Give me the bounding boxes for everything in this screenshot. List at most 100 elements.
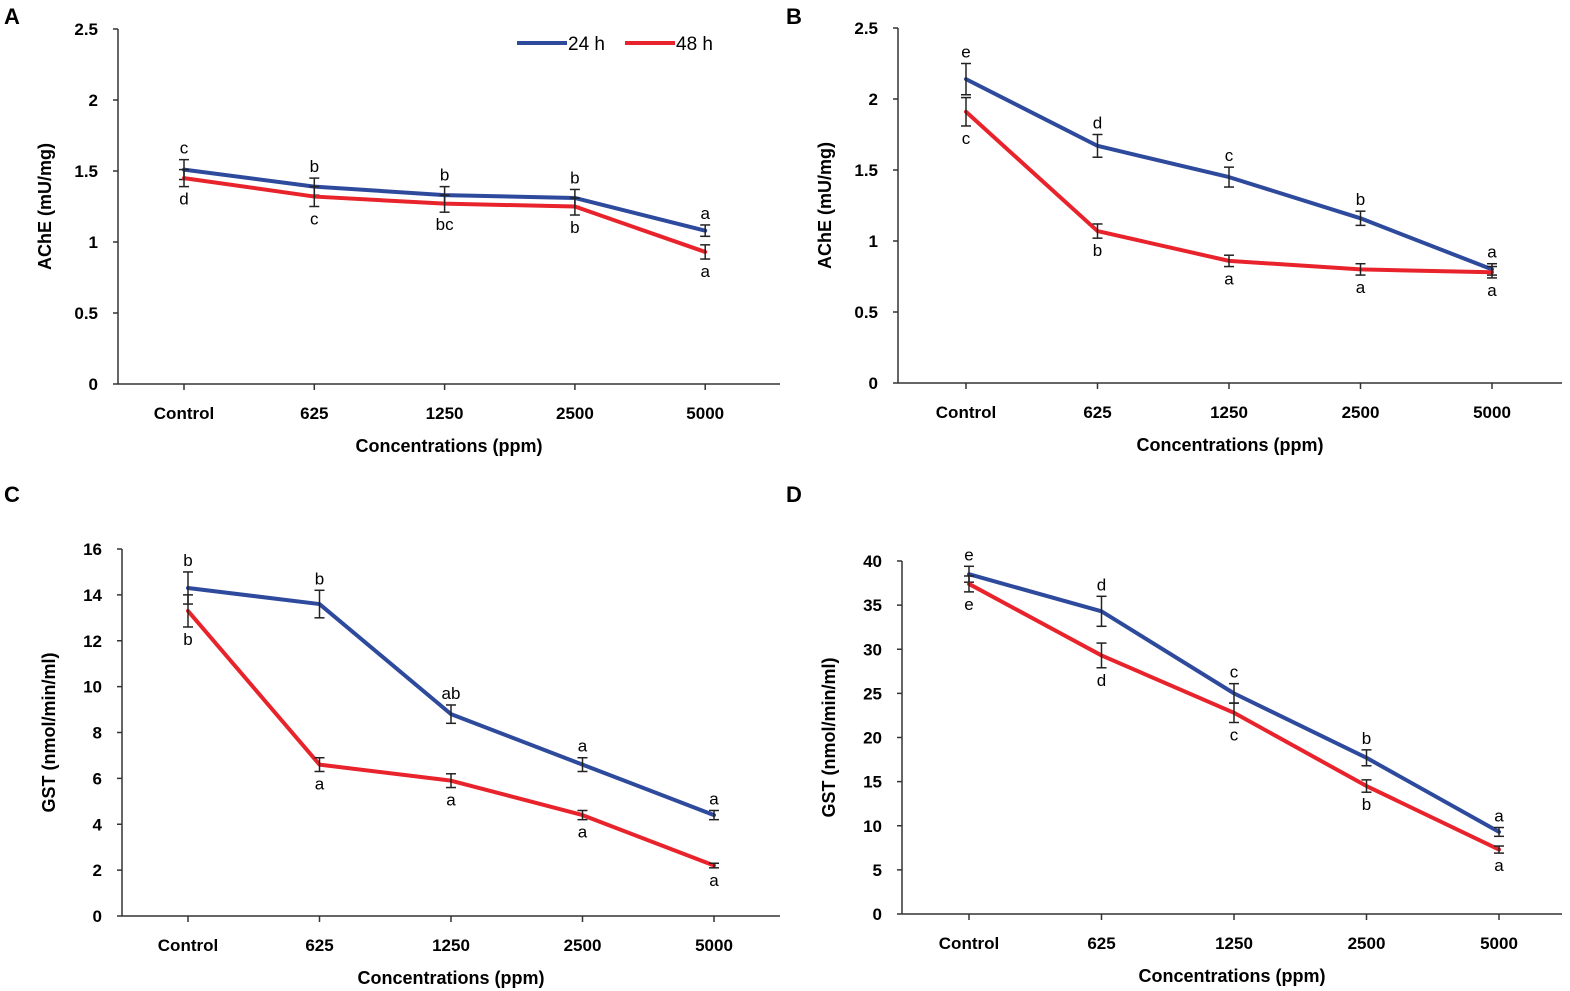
- significance-label: a: [709, 871, 719, 890]
- error-bar: [964, 575, 974, 593]
- chart-panel-d: D 0 5 10 15 20 25 30 35 40 Control 625 1250 2500 5000 C…: [786, 482, 1562, 986]
- x-tick-label: 625: [300, 404, 328, 423]
- y-tick-label: 0: [89, 375, 98, 394]
- panel-label: D: [786, 482, 802, 507]
- error-bar: [700, 244, 711, 260]
- x-tick-label: Control: [154, 404, 214, 423]
- x-axis-title: Concentrations (ppm): [1139, 966, 1326, 986]
- significance-label: c: [1225, 146, 1234, 165]
- significance-label: b: [310, 157, 319, 176]
- error-bar: [1092, 133, 1103, 158]
- error-bar: [700, 224, 711, 238]
- significance-label: c: [180, 139, 189, 158]
- y-tick-label: 0: [93, 907, 102, 926]
- significance-label: a: [578, 823, 588, 842]
- significance-label: d: [1097, 575, 1106, 594]
- error-bar: [961, 96, 971, 127]
- error-bar: [439, 194, 450, 213]
- y-axis-title: GST (nmol/min/ml): [819, 657, 839, 817]
- legend-label: 24 h: [568, 34, 605, 55]
- error-bar: [1229, 702, 1239, 724]
- x-tick-label: 625: [1083, 403, 1111, 422]
- y-axis-title: AChE (mU/mg): [35, 143, 55, 270]
- y-tick-label: 20: [863, 729, 882, 748]
- x-tick-label: 5000: [695, 936, 733, 955]
- chart-panel-b: B 0 0.5 1 1.5 2 2.5 Control 625 1250 2500 5000 Conce…: [786, 4, 1562, 455]
- significance-label: b: [183, 551, 192, 570]
- error-bar: [446, 704, 456, 725]
- x-tick-label: 5000: [1473, 403, 1511, 422]
- x-tick-label: 1250: [432, 936, 470, 955]
- y-tick-label: 30: [863, 640, 882, 659]
- y-tick-label: 2: [869, 90, 878, 109]
- y-tick-label: 12: [83, 632, 102, 651]
- error-bar: [183, 594, 193, 628]
- x-tick-label: 2500: [1342, 403, 1380, 422]
- y-tick-label: 16: [83, 540, 102, 559]
- significance-label: bc: [436, 215, 454, 234]
- x-tick-label: Control: [936, 403, 996, 422]
- significance-label: a: [700, 204, 710, 223]
- significance-label: a: [1494, 856, 1504, 875]
- error-bar: [1355, 210, 1366, 227]
- error-bar: [1092, 223, 1103, 239]
- error-bar: [314, 756, 325, 773]
- significance-label: b: [315, 569, 324, 588]
- x-axis-title: Concentrations (ppm): [356, 436, 543, 456]
- significance-label: b: [1093, 241, 1102, 260]
- legend: 24 h 48 h: [517, 34, 713, 55]
- x-axis-title: Concentrations (ppm): [1137, 435, 1324, 455]
- significance-label: e: [964, 595, 973, 614]
- significance-label: ab: [442, 684, 461, 703]
- significance-label: b: [1362, 729, 1371, 748]
- x-tick-label: 5000: [686, 404, 724, 423]
- error-bar: [1096, 595, 1107, 628]
- x-axis-title: Concentrations (ppm): [358, 968, 545, 988]
- y-axis-title: GST (nmol/min/ml): [39, 652, 59, 812]
- error-bar: [1494, 845, 1504, 854]
- significance-label: a: [709, 789, 719, 808]
- y-tick-label: 35: [863, 596, 882, 615]
- x-tick-label: Control: [939, 934, 999, 953]
- significance-label: b: [440, 166, 449, 185]
- x-tick-label: 625: [305, 936, 333, 955]
- error-bar: [309, 185, 320, 208]
- error-bar: [1361, 779, 1372, 793]
- significance-label: b: [1362, 795, 1371, 814]
- significance-label: e: [964, 545, 973, 564]
- error-bar: [577, 756, 588, 773]
- error-bar: [314, 589, 325, 619]
- error-bar: [1494, 826, 1504, 838]
- significance-label: a: [578, 737, 588, 756]
- error-bar: [1224, 254, 1234, 268]
- y-tick-label: 10: [863, 817, 882, 836]
- x-tick-label: 625: [1087, 934, 1115, 953]
- error-bar: [569, 197, 580, 216]
- significance-label: a: [1487, 243, 1497, 262]
- y-axis-title: AChE (mU/mg): [815, 142, 835, 269]
- x-tick-label: 1250: [426, 404, 464, 423]
- significance-label: d: [1093, 114, 1102, 133]
- error-bar: [961, 62, 971, 96]
- y-tick-label: 2.5: [854, 19, 878, 38]
- y-tick-label: 1: [869, 232, 878, 251]
- y-tick-label: 0: [873, 905, 882, 924]
- x-tick-label: 2500: [564, 936, 602, 955]
- y-tick-label: 1.5: [74, 162, 98, 181]
- significance-label: c: [310, 210, 319, 229]
- error-bar: [446, 773, 456, 789]
- y-tick-label: 1: [89, 233, 98, 252]
- y-tick-label: 8: [93, 724, 102, 743]
- significance-label: d: [179, 190, 188, 209]
- y-tick-label: 15: [863, 773, 882, 792]
- y-tick-label: 25: [863, 684, 882, 703]
- error-bar: [1355, 262, 1366, 276]
- error-bar: [709, 862, 719, 869]
- legend-label: 48 h: [676, 34, 713, 55]
- series-line-48h: [964, 109, 1494, 275]
- y-tick-label: 1.5: [854, 161, 878, 180]
- x-tick-label: 1250: [1210, 403, 1248, 422]
- error-bar: [1487, 265, 1497, 279]
- x-tick-label: 2500: [1348, 934, 1386, 953]
- error-bar: [179, 168, 189, 188]
